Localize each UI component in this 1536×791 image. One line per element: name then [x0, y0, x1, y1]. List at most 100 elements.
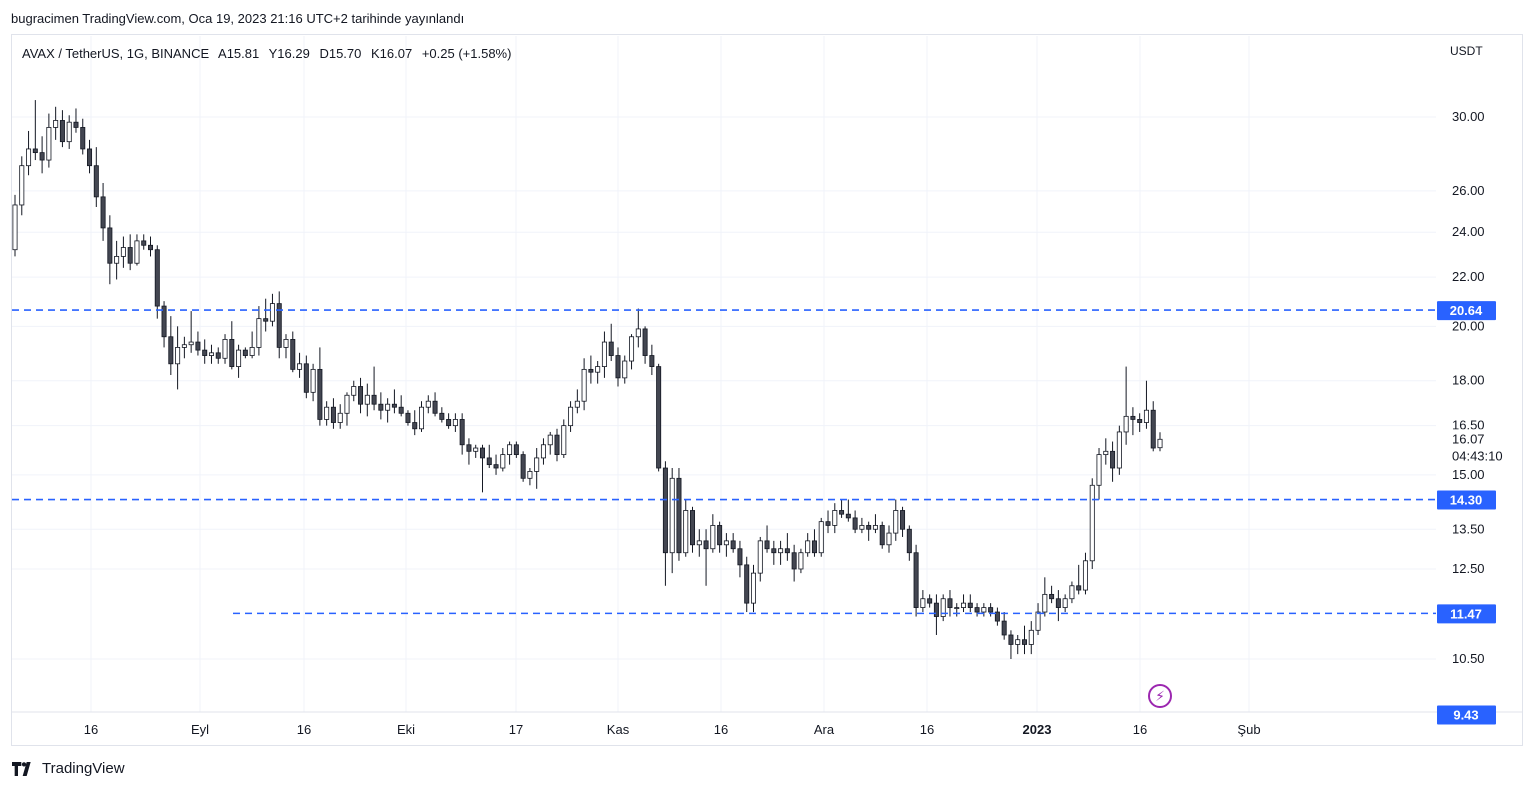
candle-body[interactable]: [981, 607, 987, 613]
candle-body[interactable]: [32, 148, 38, 154]
candle-body[interactable]: [927, 598, 933, 604]
candle-body[interactable]: [568, 406, 574, 427]
candle-body[interactable]: [1069, 585, 1075, 600]
candle-body[interactable]: [893, 510, 899, 534]
candle-body[interactable]: [175, 347, 181, 365]
candle-body[interactable]: [93, 165, 99, 198]
candle-body[interactable]: [771, 548, 777, 554]
candle-body[interactable]: [676, 477, 682, 554]
candle-body[interactable]: [66, 121, 72, 143]
candle-body[interactable]: [507, 444, 513, 456]
candle-body[interactable]: [26, 148, 32, 167]
candle-body[interactable]: [1062, 598, 1068, 608]
candle-body[interactable]: [256, 318, 262, 348]
candle-body[interactable]: [1089, 484, 1095, 562]
candle-body[interactable]: [839, 510, 845, 515]
candle-body[interactable]: [161, 305, 167, 338]
candle-body[interactable]: [900, 510, 906, 530]
candle-body[interactable]: [107, 227, 113, 264]
candle-body[interactable]: [385, 403, 391, 411]
candle-body[interactable]: [486, 457, 492, 466]
candle-body[interactable]: [1082, 560, 1088, 591]
candle-body[interactable]: [561, 425, 567, 456]
footer-brand[interactable]: TradingView: [12, 760, 125, 777]
candle-body[interactable]: [337, 412, 343, 423]
candle-body[interactable]: [1103, 450, 1109, 456]
candle-body[interactable]: [649, 355, 655, 367]
candle-body[interactable]: [80, 127, 86, 150]
candle-body[interactable]: [669, 477, 675, 554]
candle-body[interactable]: [1015, 639, 1021, 645]
candle-body[interactable]: [635, 328, 641, 338]
candle-body[interactable]: [1110, 450, 1116, 469]
candle-body[interactable]: [730, 540, 736, 550]
candle-body[interactable]: [520, 454, 526, 479]
candle-body[interactable]: [310, 368, 316, 393]
candle-body[interactable]: [181, 344, 187, 348]
candle-body[interactable]: [446, 419, 452, 427]
candle-body[interactable]: [920, 598, 926, 608]
candle-body[interactable]: [913, 552, 919, 608]
candle-body[interactable]: [757, 540, 763, 574]
candle-body[interactable]: [642, 328, 648, 356]
candle-body[interactable]: [906, 528, 912, 554]
candle-body[interactable]: [242, 349, 248, 356]
candle-body[interactable]: [283, 339, 289, 348]
candle-body[interactable]: [601, 341, 607, 367]
candle-body[interactable]: [73, 121, 79, 128]
candle-body[interactable]: [202, 349, 208, 356]
candle-body[interactable]: [459, 419, 465, 446]
candle-body[interactable]: [141, 240, 147, 246]
candle-body[interactable]: [690, 510, 696, 546]
candle-body[interactable]: [114, 256, 120, 264]
candle-body[interactable]: [419, 406, 425, 430]
candle-body[interactable]: [100, 196, 106, 229]
candle-body[interactable]: [364, 394, 370, 405]
candle-body[interactable]: [886, 532, 892, 546]
candle-body[interactable]: [811, 540, 817, 554]
candle-body[interactable]: [994, 611, 1000, 622]
candle-body[interactable]: [222, 339, 228, 359]
candle-body[interactable]: [1035, 611, 1041, 631]
candle-body[interactable]: [581, 368, 587, 402]
candle-body[interactable]: [1096, 454, 1102, 486]
candle-body[interactable]: [866, 525, 872, 530]
candle-body[interactable]: [269, 303, 275, 322]
candle-body[interactable]: [703, 540, 709, 550]
candle-body[interactable]: [1021, 639, 1027, 645]
candle-body[interactable]: [764, 540, 770, 550]
candle-body[interactable]: [744, 564, 750, 604]
candle-body[interactable]: [412, 422, 418, 430]
candle-body[interactable]: [832, 510, 838, 526]
candle-body[interactable]: [236, 349, 242, 367]
candle-body[interactable]: [452, 419, 458, 427]
candle-body[interactable]: [1150, 409, 1156, 449]
candle-body[interactable]: [717, 525, 723, 546]
candle-body[interactable]: [215, 352, 221, 359]
candle-body[interactable]: [324, 406, 330, 420]
candle-body[interactable]: [1008, 634, 1014, 645]
candle-body[interactable]: [317, 368, 323, 420]
candle-body[interactable]: [134, 240, 140, 264]
candle-body[interactable]: [398, 406, 404, 414]
candle-body[interactable]: [479, 447, 485, 459]
candle-body[interactable]: [1130, 415, 1136, 420]
candle-body[interactable]: [378, 403, 384, 411]
candle-body[interactable]: [297, 363, 303, 370]
candle-body[interactable]: [784, 548, 790, 554]
candle-body[interactable]: [12, 204, 18, 251]
candle-body[interactable]: [127, 247, 133, 264]
candle-body[interactable]: [750, 572, 756, 604]
candle-body[interactable]: [615, 355, 621, 379]
candle-body[interactable]: [276, 303, 282, 348]
candle-body[interactable]: [87, 148, 93, 167]
candle-body[interactable]: [940, 598, 946, 617]
candle-body[interactable]: [1157, 438, 1163, 449]
candle-body[interactable]: [527, 471, 533, 479]
candle-body[interactable]: [46, 127, 52, 161]
candle-body[interactable]: [303, 363, 309, 393]
candle-body[interactable]: [466, 444, 472, 452]
candle-body[interactable]: [39, 152, 45, 161]
candle-body[interactable]: [1049, 593, 1055, 600]
candle-body[interactable]: [432, 400, 438, 414]
